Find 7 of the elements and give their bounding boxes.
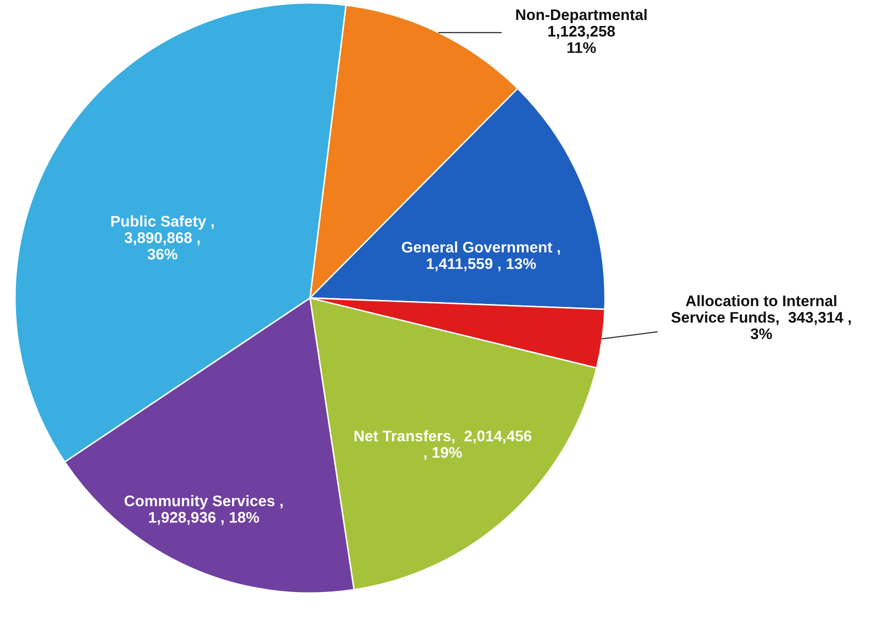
slice-label: Public Safety , 3,890,868 , 36% <box>111 215 214 260</box>
slice-label: General Government , 1,411,559 , 13% <box>402 241 560 272</box>
slice-label: Community Services , 1,928,936 , 18% <box>124 495 283 525</box>
data-label: 1,123,258 11% <box>548 26 615 54</box>
slice-label: Net Transfers, 2,014,456 , 19% <box>354 430 532 460</box>
slice-label: Non-Departmental <box>516 8 647 24</box>
slice-label: Allocation to Internal Service Funds, 343,314 , 3% <box>671 295 851 340</box>
